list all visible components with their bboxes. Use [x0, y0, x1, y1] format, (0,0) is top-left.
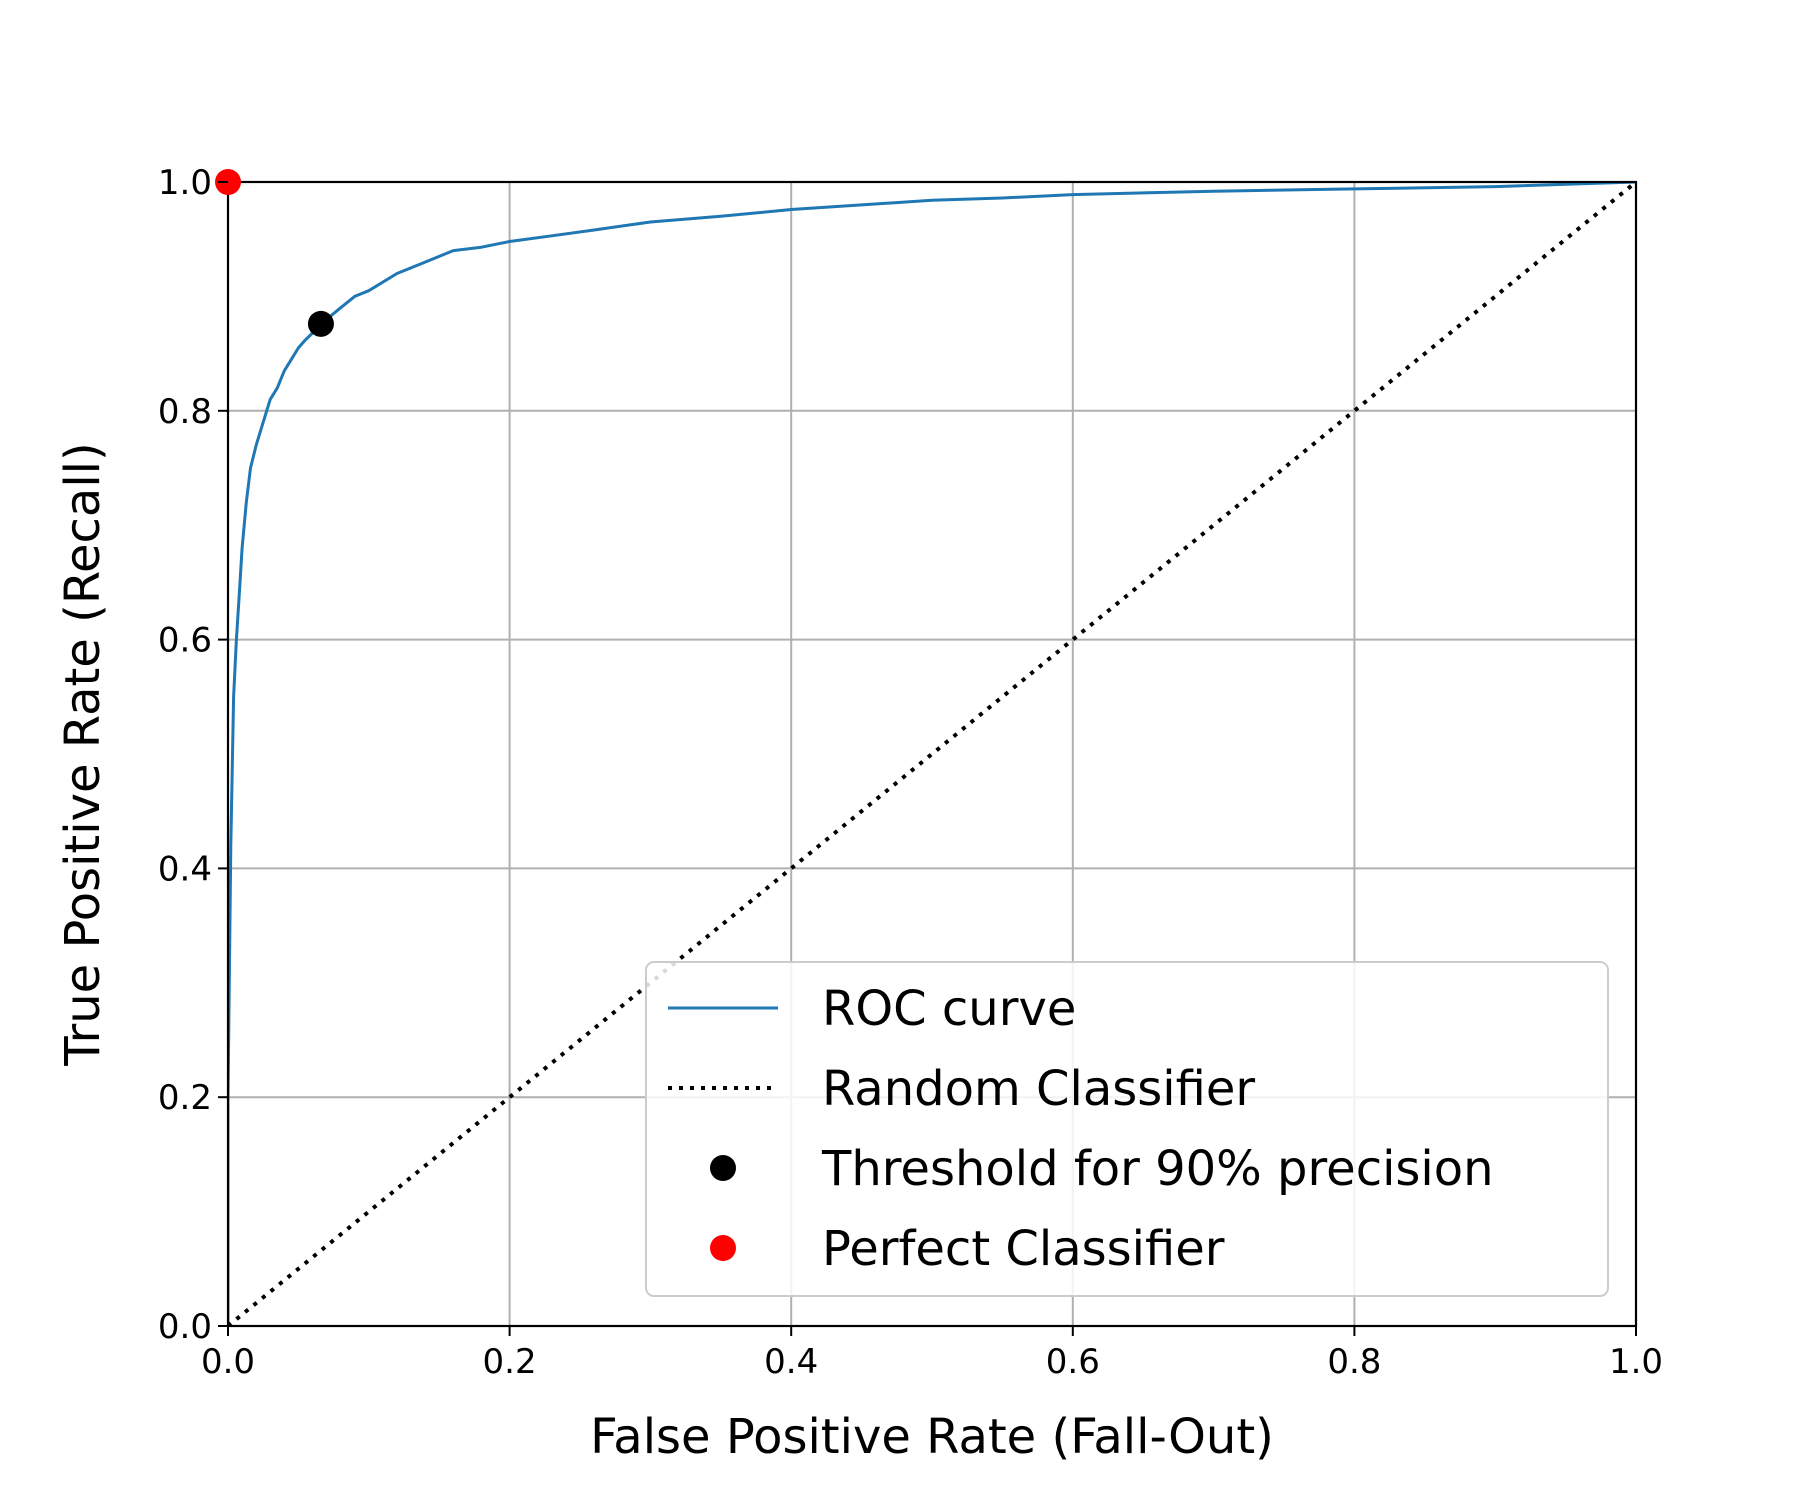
x-tick-label: 0.0	[201, 1342, 255, 1382]
series-layer	[228, 182, 1636, 1326]
x-tick-label: 0.2	[483, 1342, 537, 1382]
legend-threshold-for-90-precision-label: Threshold for 90% precision	[821, 1141, 1494, 1197]
y-tick-label: 0.2	[158, 1078, 212, 1118]
legend-perfect-classifier-label: Perfect Classifier	[822, 1221, 1225, 1277]
x-tick-label: 1.0	[1609, 1342, 1663, 1382]
legend-random-classifier-label: Random Classifier	[822, 1061, 1255, 1117]
threshold-for-90-precision-point	[307, 310, 334, 337]
legend-roc-curve-label: ROC curve	[822, 981, 1076, 1037]
ticks: 0.0 0.2 0.4 0.6 0.8 1.0 0.0 0.2 0.4 0.6 0.8 1.0	[158, 163, 1663, 1382]
legend-threshold-for-90-precision-swatch	[710, 1155, 736, 1181]
x-axis-label: False Positive Rate (Fall-Out)	[590, 1409, 1274, 1465]
y-tick-label: 0.6	[158, 621, 212, 661]
y-axis-label: True Positive Rate (Recall)	[55, 442, 111, 1066]
x-tick-label: 0.6	[1046, 1342, 1100, 1382]
x-tick-label: 0.4	[764, 1342, 818, 1382]
y-tick-label: 0.0	[158, 1307, 212, 1347]
x-tick-label: 0.8	[1327, 1342, 1381, 1382]
y-tick-label: 0.4	[158, 849, 212, 889]
legend-box	[645, 961, 1609, 1297]
plot-frame	[226, 180, 1638, 1328]
legend: ROC curve Random Classifier Threshold for …	[645, 961, 1609, 1297]
legend-perfect-classifier-swatch	[710, 1235, 736, 1261]
y-tick-label: 1.0	[158, 163, 212, 203]
roc-curve-line	[228, 182, 1636, 1326]
y-tick-label: 0.8	[158, 392, 212, 432]
point-layer	[215, 169, 334, 337]
